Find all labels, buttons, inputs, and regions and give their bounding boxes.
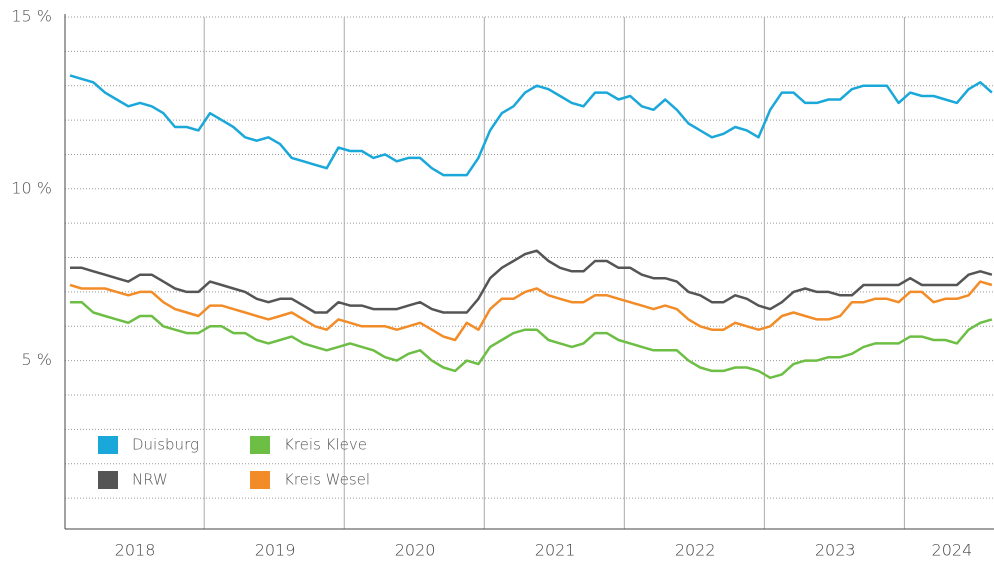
legend-swatch xyxy=(250,471,270,489)
x-tick-label: 2024 xyxy=(932,541,973,560)
x-tick-label: 2021 xyxy=(535,541,576,560)
x-tick-label: 2022 xyxy=(675,541,716,560)
series-line xyxy=(69,280,993,342)
x-tick-label: 2018 xyxy=(115,541,156,560)
series-line xyxy=(70,249,993,314)
legend-label: Kreis Kleve xyxy=(284,436,367,454)
series-line xyxy=(69,74,993,177)
legend-swatch xyxy=(250,436,270,454)
legend-swatch xyxy=(98,471,118,489)
x-tick-label: 2020 xyxy=(395,541,436,560)
legend-label: Kreis Wesel xyxy=(284,471,370,489)
x-tick-label: 2019 xyxy=(255,541,296,560)
legend-label: NRW xyxy=(132,471,168,489)
x-tick-label: 2023 xyxy=(815,541,856,560)
series-line xyxy=(70,300,993,380)
y-tick-label: 5 % xyxy=(22,350,52,369)
legend-swatch xyxy=(98,436,118,454)
legend-label: Duisburg xyxy=(132,436,199,454)
y-tick-label: 10 % xyxy=(11,178,52,197)
y-tick-label: 15 % xyxy=(11,7,52,26)
